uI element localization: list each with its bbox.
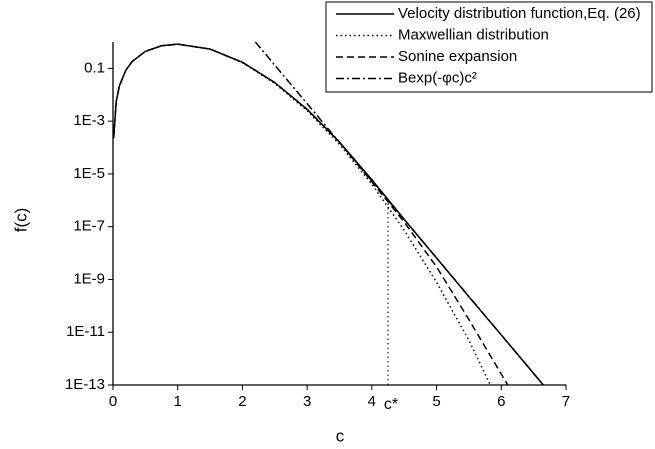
x-axis-label: c xyxy=(336,426,345,445)
reference-label: c* xyxy=(384,396,398,413)
y-axis-label: f(c) xyxy=(11,208,30,233)
legend-box xyxy=(325,1,653,93)
series-line xyxy=(112,43,544,386)
legend-label: Sonine expansion xyxy=(398,48,517,65)
series-line xyxy=(112,43,491,386)
x-tick-label: 4 xyxy=(368,393,376,410)
x-tick-label: 0 xyxy=(109,393,117,410)
x-tick-label: 7 xyxy=(562,393,570,410)
series-line xyxy=(254,41,544,386)
y-tick-label: 1E-5 xyxy=(73,165,105,182)
x-tick-label: 5 xyxy=(432,393,440,410)
series-line xyxy=(112,43,509,386)
x-tick-label: 6 xyxy=(497,393,505,410)
x-tick-label: 1 xyxy=(174,393,182,410)
y-tick-label: 1E-13 xyxy=(65,376,105,393)
y-tick-label: 1E-11 xyxy=(66,323,105,340)
y-tick-label: 1E-9 xyxy=(73,270,105,287)
legend-label: Bexp(-φc)c² xyxy=(398,69,477,86)
y-tick-label: 1E-3 xyxy=(73,112,105,129)
legend-label: Velocity distribution function,Eq. (26) xyxy=(398,5,641,22)
y-tick-label: 0.1 xyxy=(84,59,105,76)
x-tick-label: 3 xyxy=(303,393,311,410)
x-tick-label: 2 xyxy=(238,393,246,410)
legend: Velocity distribution function,Eq. (26) M… xyxy=(325,1,653,93)
legend-label: Maxwellian distribution xyxy=(398,26,549,43)
y-tick-label: 1E-7 xyxy=(73,218,105,235)
